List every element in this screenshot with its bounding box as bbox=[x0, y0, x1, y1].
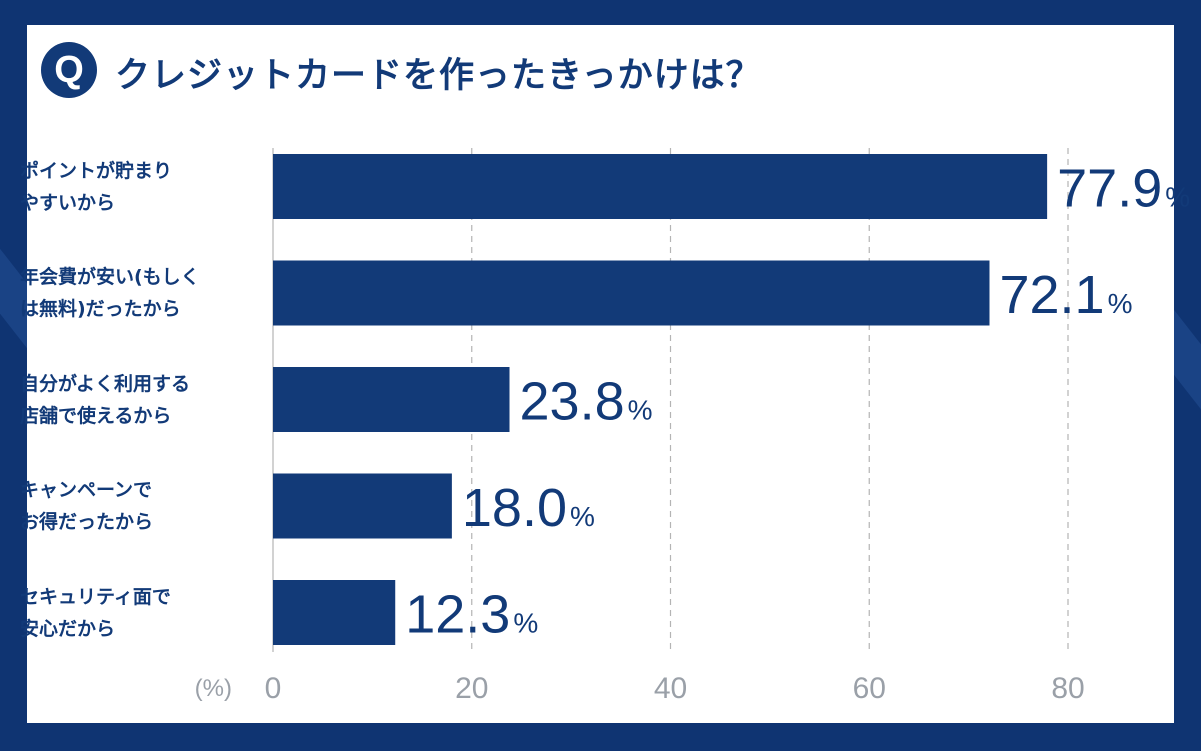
category-label-line: 年会費が安い(もしく bbox=[20, 266, 200, 288]
category-label-line: やすいから bbox=[20, 191, 116, 214]
value-label: 12.3% bbox=[405, 585, 538, 645]
value-label: 23.8% bbox=[520, 372, 653, 432]
bar bbox=[273, 154, 1048, 219]
value-label: 18.0% bbox=[462, 478, 595, 538]
bar bbox=[273, 260, 990, 326]
category-label-line: お得だったから bbox=[20, 511, 154, 533]
category-label-line: キャンペーンで bbox=[20, 479, 153, 501]
chart-card: Q クレジットカードを作ったきっかけは？ bbox=[27, 25, 1174, 723]
bar bbox=[273, 580, 396, 645]
bar bbox=[273, 367, 510, 432]
x-tick-label: 0 bbox=[265, 672, 282, 705]
category-label-line: 安心だから bbox=[20, 617, 116, 640]
category-label-line: ポイントが貯まり bbox=[20, 159, 173, 182]
category-label-line: 自分がよく利用する bbox=[20, 372, 191, 395]
category-label-line: セキュリティ面で bbox=[20, 585, 171, 608]
category-label: ポイントが貯まり やすいから bbox=[20, 155, 250, 219]
axis-unit-label: (%) bbox=[195, 675, 232, 702]
value-label: 77.9% bbox=[1057, 159, 1190, 219]
x-tick-label: 40 bbox=[654, 672, 687, 705]
question-badge: Q bbox=[41, 42, 97, 98]
x-tick-label: 20 bbox=[455, 672, 488, 705]
question-badge-letter: Q bbox=[54, 48, 84, 91]
bar bbox=[273, 473, 452, 539]
category-label: 自分がよく利用する 店舗で使えるから bbox=[20, 368, 250, 432]
x-tick-label: 80 bbox=[1051, 672, 1084, 705]
category-label: 年会費が安い(もしく は無料)だったから bbox=[20, 261, 250, 325]
category-label: セキュリティ面で 安心だから bbox=[20, 581, 250, 645]
category-label: キャンペーンで お得だったから bbox=[20, 474, 250, 538]
chart-title: クレジットカードを作ったきっかけは？ bbox=[115, 56, 762, 96]
category-label-line: 店舗で使えるから bbox=[20, 404, 172, 427]
category-label-line: は無料)だったから bbox=[20, 298, 181, 320]
value-label: 72.1% bbox=[999, 265, 1132, 325]
x-tick-label: 60 bbox=[853, 672, 886, 705]
